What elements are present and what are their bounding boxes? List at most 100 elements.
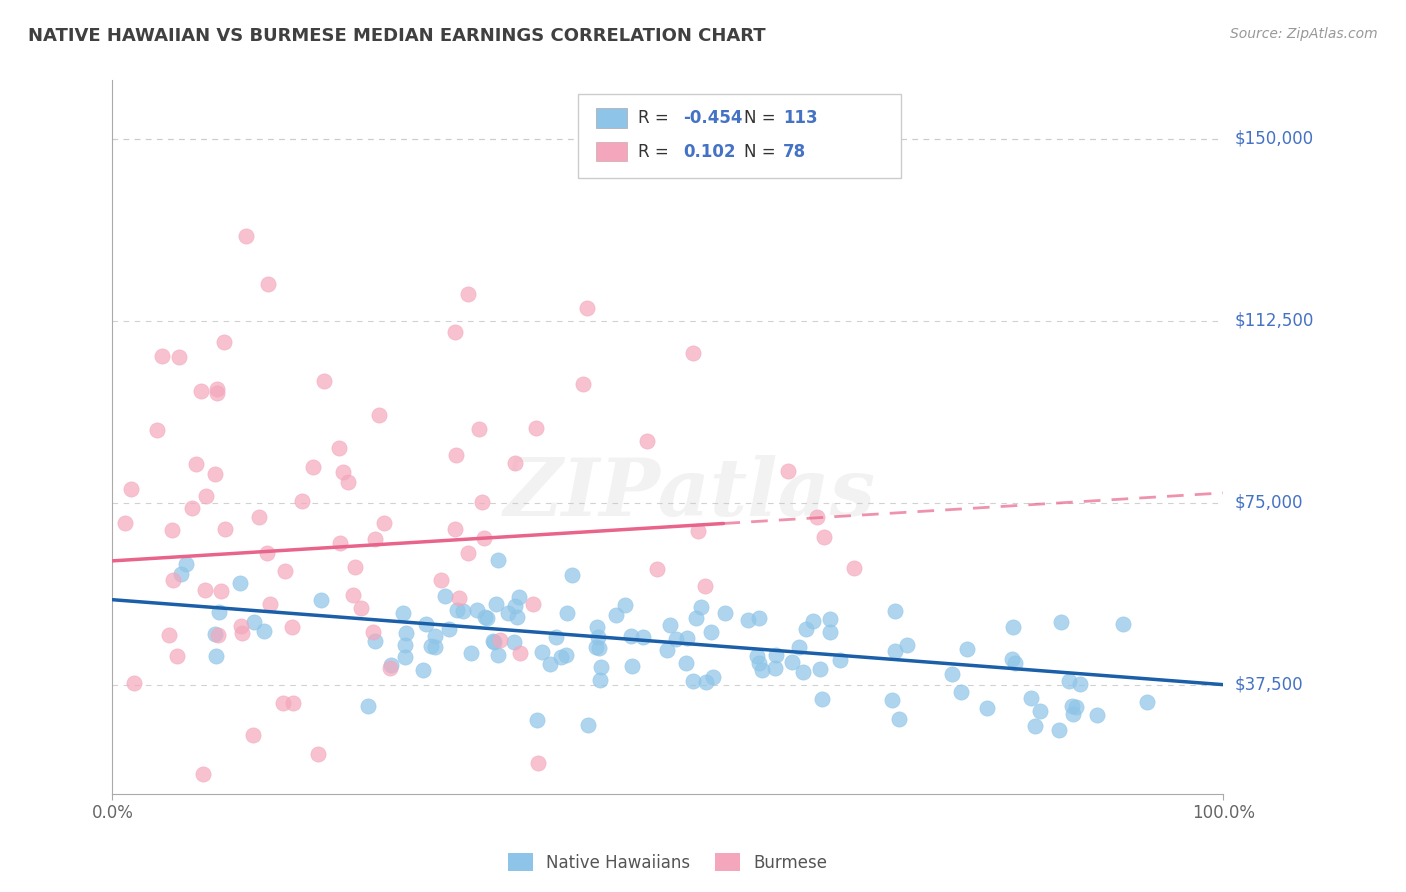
Text: 113: 113 (783, 109, 818, 127)
Point (555, 648, 578, 662)
Point (498, 606, 520, 620)
Point (307, 747, 329, 761)
Point (605, 608, 627, 623)
Point (247, 510, 270, 524)
Point (460, 646, 482, 660)
Point (378, 661, 401, 675)
Point (714, 606, 737, 620)
Point (229, 619, 252, 633)
Point (430, 573, 453, 587)
Point (259, 597, 281, 611)
Point (690, 600, 713, 615)
Point (1050, 615, 1073, 629)
Point (576, 718, 599, 732)
Text: 78: 78 (783, 143, 806, 161)
Text: $37,500: $37,500 (1234, 675, 1303, 694)
Y-axis label: Median Earnings: Median Earnings (0, 374, 7, 500)
Point (896, 638, 918, 652)
Point (166, 648, 188, 663)
Point (776, 465, 799, 479)
Point (457, 546, 479, 560)
Point (229, 575, 252, 590)
Point (162, 573, 184, 587)
Point (204, 626, 226, 640)
Point (368, 409, 391, 423)
Text: N =: N = (744, 109, 780, 127)
Point (342, 588, 364, 602)
Point (765, 648, 787, 662)
Point (209, 583, 232, 598)
Point (1029, 704, 1052, 718)
Point (415, 617, 437, 632)
Point (214, 522, 236, 536)
Point (748, 656, 770, 670)
Point (655, 642, 678, 657)
Point (281, 620, 304, 634)
Point (309, 593, 332, 607)
Point (503, 599, 526, 613)
Point (114, 516, 136, 531)
Point (1004, 656, 1026, 670)
Point (645, 562, 668, 576)
Point (1062, 707, 1084, 722)
Point (693, 579, 716, 593)
Point (301, 460, 323, 475)
Point (243, 615, 266, 630)
Point (1069, 677, 1091, 691)
Point (146, 423, 169, 437)
Point (702, 670, 724, 684)
Point (842, 561, 865, 575)
Point (235, 228, 257, 243)
Point (446, 602, 468, 616)
Point (1066, 700, 1088, 714)
Point (811, 692, 834, 706)
Point (884, 605, 907, 619)
Point (806, 510, 828, 524)
Point (208, 605, 231, 619)
Point (332, 465, 354, 479)
Point (194, 489, 217, 503)
Point (437, 622, 460, 636)
Point (337, 475, 360, 489)
Text: $150,000: $150,000 (1234, 129, 1313, 147)
Point (485, 597, 508, 611)
Point (312, 374, 335, 388)
Point (700, 625, 723, 640)
Point (808, 662, 831, 676)
Point (423, 629, 446, 643)
Point (941, 666, 963, 681)
Point (588, 640, 610, 655)
Point (207, 386, 229, 401)
Point (820, 612, 842, 626)
Point (665, 632, 688, 646)
Point (509, 647, 531, 661)
Point (503, 635, 526, 649)
Point (392, 606, 415, 620)
Point (745, 649, 768, 664)
Point (801, 614, 824, 628)
Point (685, 611, 707, 625)
Point (794, 622, 817, 636)
Point (1001, 620, 1024, 634)
Point (586, 630, 609, 644)
Point (380, 657, 402, 672)
Text: R =: R = (638, 143, 679, 161)
Point (160, 523, 183, 537)
Point (361, 625, 384, 640)
Point (472, 531, 495, 545)
Point (204, 467, 226, 481)
Point (561, 567, 583, 582)
Point (242, 728, 264, 742)
Point (780, 655, 803, 669)
Point (274, 564, 297, 578)
Point (256, 546, 278, 560)
Point (883, 644, 905, 658)
Point (763, 661, 786, 675)
Point (394, 638, 416, 652)
Point (474, 610, 496, 624)
Point (527, 756, 550, 770)
Point (589, 660, 612, 674)
Point (792, 665, 814, 679)
Point (813, 530, 835, 544)
Text: Source: ZipAtlas.com: Source: ZipAtlas.com (1230, 27, 1378, 41)
